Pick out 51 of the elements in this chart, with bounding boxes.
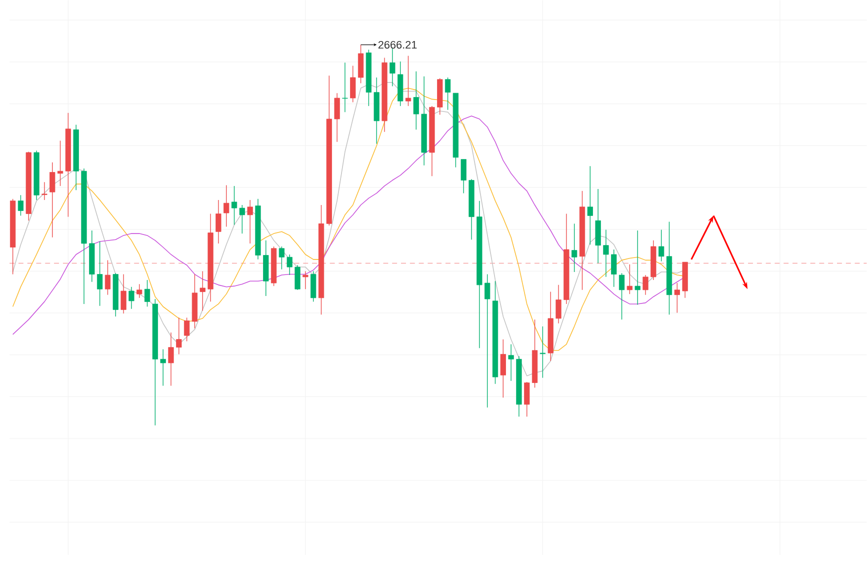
candlestick <box>50 162 56 238</box>
candlestick <box>444 77 451 110</box>
candlestick <box>358 44 364 84</box>
candlestick <box>278 246 285 270</box>
candlestick <box>104 260 111 296</box>
candlestick <box>231 186 238 226</box>
candlestick <box>18 194 24 216</box>
candlestick <box>611 249 617 288</box>
candlestick <box>168 332 174 386</box>
candlestick <box>96 241 103 306</box>
candlestick <box>224 185 230 228</box>
candlestick <box>294 264 300 290</box>
candlestick <box>634 230 640 306</box>
candlestick <box>310 271 316 302</box>
candlestick <box>200 271 206 312</box>
candlestick <box>160 349 166 386</box>
candlestick <box>603 230 609 278</box>
candlestick <box>413 71 419 130</box>
candlestick <box>176 317 182 355</box>
candlestick <box>216 200 222 244</box>
candlestick <box>350 66 356 103</box>
candlestick <box>674 282 680 314</box>
candlestick <box>524 382 530 418</box>
annotation: 2666.21 <box>378 41 417 49</box>
candlestick <box>302 271 308 290</box>
candlestick <box>500 339 506 398</box>
candlestick <box>405 56 412 107</box>
candlestick <box>334 92 340 142</box>
candlestick <box>460 159 466 194</box>
candlestick <box>128 286 134 310</box>
candlestick <box>572 223 578 272</box>
candlestick <box>642 274 648 296</box>
candlestick <box>390 48 396 87</box>
candlestick <box>286 254 292 276</box>
candlestick <box>144 280 150 308</box>
candlestick <box>484 274 490 408</box>
candlestick <box>626 264 632 295</box>
candlestick <box>247 200 253 244</box>
candlestick <box>618 272 625 320</box>
candlestick <box>587 166 593 246</box>
candlestick <box>342 62 348 113</box>
candlestick <box>42 182 48 201</box>
candlestick <box>540 326 546 378</box>
candlestick <box>136 284 142 298</box>
candlestick <box>57 140 64 186</box>
candlestick <box>658 230 664 262</box>
candlestick <box>508 344 514 382</box>
candlestick <box>239 204 245 234</box>
candlestick <box>556 284 562 324</box>
candlestick <box>184 317 190 342</box>
candlestick <box>120 274 126 314</box>
